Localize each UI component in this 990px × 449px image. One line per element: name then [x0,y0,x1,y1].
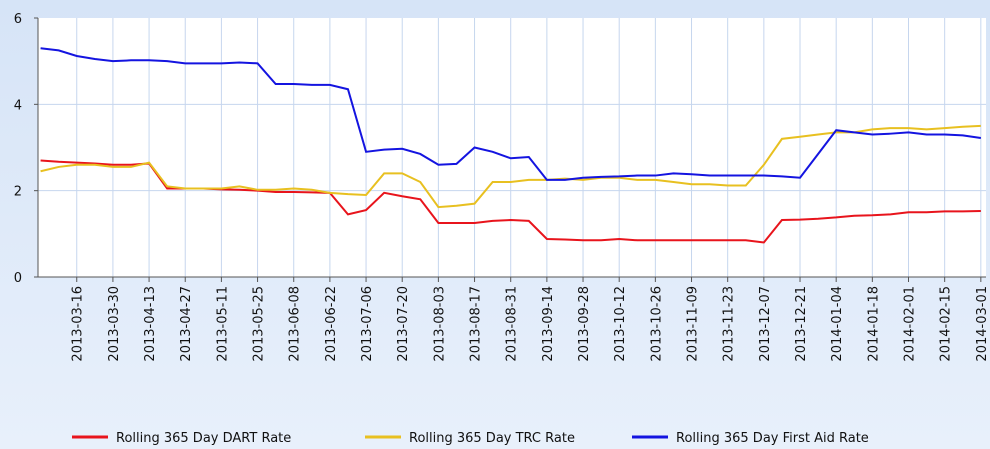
x-tick-label: 2013-10-12 [613,286,628,362]
x-tick-label: 2013-05-11 [215,286,230,362]
x-tick-label: 2013-12-21 [794,286,809,362]
series-line [40,47,981,181]
x-tick-label: 2013-06-22 [324,286,339,362]
legend-label: Rolling 365 Day First Aid Rate [676,431,869,446]
x-tick-label: 2013-09-28 [577,286,592,362]
legend-label: Rolling 365 Day TRC Rate [409,431,575,446]
x-tick-label: 2013-05-25 [252,286,267,362]
y-tick-label: 0 [14,271,22,286]
x-tick-label: 2013-11-23 [722,286,737,362]
x-tick-label: 2013-11-09 [686,286,701,362]
x-tick-label: 2013-09-14 [541,286,556,362]
x-tick-label: 2014-02-15 [939,286,954,362]
x-tick-label: 2013-06-08 [288,286,303,362]
x-tick-label: 2014-01-04 [830,286,845,362]
x-tick-label: 2013-08-17 [469,286,484,362]
x-tick-label: 2014-02-01 [903,286,918,362]
legend-label: Rolling 365 Day DART Rate [116,431,291,446]
x-tick-label: 2013-08-03 [432,286,447,362]
x-tick-label: 2013-04-13 [143,286,158,362]
series-line [40,124,981,209]
x-tick-label: 2014-01-18 [866,286,881,362]
x-tick-label: 2013-07-20 [396,286,411,362]
x-tick-label: 2013-12-07 [758,286,773,362]
x-tick-label: 2014-03-01 [975,286,990,362]
x-tick-label: 2013-04-27 [179,286,194,362]
x-tick-label: 2013-03-16 [71,286,86,362]
y-tick-label: 2 [14,185,22,200]
y-tick-label: 4 [14,98,22,113]
plot-area [38,18,986,277]
x-tick-label: 2013-08-31 [505,286,520,362]
x-tick-label: 2013-10-26 [649,286,664,362]
x-tick-label: 2013-07-06 [360,286,375,362]
y-tick-label: 6 [14,12,22,27]
x-tick-label: 2013-03-30 [107,286,122,362]
